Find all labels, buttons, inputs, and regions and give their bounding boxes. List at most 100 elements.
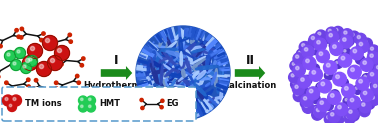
Circle shape: [309, 89, 313, 93]
Circle shape: [77, 81, 81, 84]
Ellipse shape: [170, 94, 175, 98]
Ellipse shape: [181, 72, 193, 85]
Ellipse shape: [167, 85, 173, 103]
Circle shape: [311, 45, 320, 55]
Ellipse shape: [176, 89, 195, 90]
Ellipse shape: [191, 39, 194, 44]
Circle shape: [335, 29, 338, 32]
Circle shape: [57, 48, 62, 53]
Circle shape: [79, 96, 87, 105]
Ellipse shape: [191, 74, 206, 84]
Circle shape: [355, 87, 358, 89]
Circle shape: [17, 35, 20, 38]
Ellipse shape: [181, 75, 184, 82]
Circle shape: [349, 31, 359, 42]
Circle shape: [314, 107, 317, 110]
Circle shape: [307, 87, 319, 100]
Ellipse shape: [148, 57, 169, 63]
Circle shape: [301, 56, 310, 66]
Ellipse shape: [180, 71, 186, 76]
Ellipse shape: [162, 37, 175, 40]
Circle shape: [305, 104, 308, 107]
Circle shape: [362, 103, 365, 106]
Circle shape: [296, 49, 307, 60]
Ellipse shape: [174, 80, 184, 84]
Ellipse shape: [187, 71, 204, 74]
Circle shape: [357, 57, 360, 59]
Ellipse shape: [179, 69, 184, 74]
Ellipse shape: [169, 84, 189, 88]
Ellipse shape: [170, 74, 178, 78]
Ellipse shape: [168, 52, 172, 67]
Ellipse shape: [200, 55, 216, 58]
Ellipse shape: [171, 46, 181, 59]
Circle shape: [308, 38, 318, 48]
Ellipse shape: [193, 64, 205, 71]
Ellipse shape: [214, 69, 217, 86]
Ellipse shape: [207, 35, 215, 54]
Ellipse shape: [168, 76, 173, 80]
Circle shape: [299, 41, 310, 53]
Circle shape: [7, 53, 10, 56]
Ellipse shape: [195, 65, 217, 70]
Circle shape: [373, 84, 377, 88]
Ellipse shape: [175, 61, 184, 65]
Ellipse shape: [178, 72, 190, 76]
Circle shape: [369, 94, 378, 105]
Circle shape: [14, 47, 25, 59]
Ellipse shape: [187, 107, 194, 113]
Ellipse shape: [196, 48, 208, 53]
Circle shape: [322, 33, 333, 43]
Circle shape: [50, 58, 54, 63]
Circle shape: [342, 38, 346, 41]
Circle shape: [350, 104, 360, 113]
Ellipse shape: [166, 61, 178, 68]
Circle shape: [342, 48, 351, 57]
Ellipse shape: [180, 69, 184, 78]
Circle shape: [42, 32, 45, 35]
Circle shape: [312, 70, 316, 74]
Circle shape: [355, 33, 366, 45]
Ellipse shape: [207, 58, 211, 71]
Circle shape: [293, 68, 304, 78]
Circle shape: [320, 52, 329, 61]
Circle shape: [346, 38, 349, 41]
Ellipse shape: [184, 70, 188, 77]
Circle shape: [362, 38, 372, 49]
Ellipse shape: [207, 53, 213, 57]
Ellipse shape: [186, 69, 198, 76]
Circle shape: [325, 35, 327, 38]
Ellipse shape: [164, 52, 177, 66]
Circle shape: [373, 82, 375, 85]
Circle shape: [366, 101, 369, 104]
Ellipse shape: [191, 31, 198, 34]
Circle shape: [314, 111, 317, 114]
Circle shape: [87, 103, 96, 112]
Ellipse shape: [180, 29, 189, 42]
Ellipse shape: [183, 58, 191, 77]
Ellipse shape: [169, 33, 171, 39]
Circle shape: [351, 33, 354, 36]
Ellipse shape: [198, 99, 204, 109]
Ellipse shape: [194, 50, 196, 58]
Ellipse shape: [177, 65, 184, 78]
Circle shape: [5, 97, 8, 100]
Circle shape: [359, 45, 362, 48]
Ellipse shape: [159, 70, 162, 82]
Circle shape: [347, 96, 361, 109]
Circle shape: [353, 49, 356, 53]
Ellipse shape: [192, 49, 204, 52]
Circle shape: [293, 64, 305, 76]
Ellipse shape: [207, 101, 215, 108]
Circle shape: [364, 75, 366, 78]
Circle shape: [317, 40, 320, 44]
Ellipse shape: [156, 60, 160, 77]
Circle shape: [371, 96, 375, 99]
Circle shape: [376, 59, 378, 62]
Ellipse shape: [183, 69, 191, 78]
Ellipse shape: [167, 38, 172, 50]
Ellipse shape: [183, 99, 187, 111]
Circle shape: [54, 46, 70, 61]
Circle shape: [349, 67, 358, 76]
Ellipse shape: [146, 70, 158, 79]
